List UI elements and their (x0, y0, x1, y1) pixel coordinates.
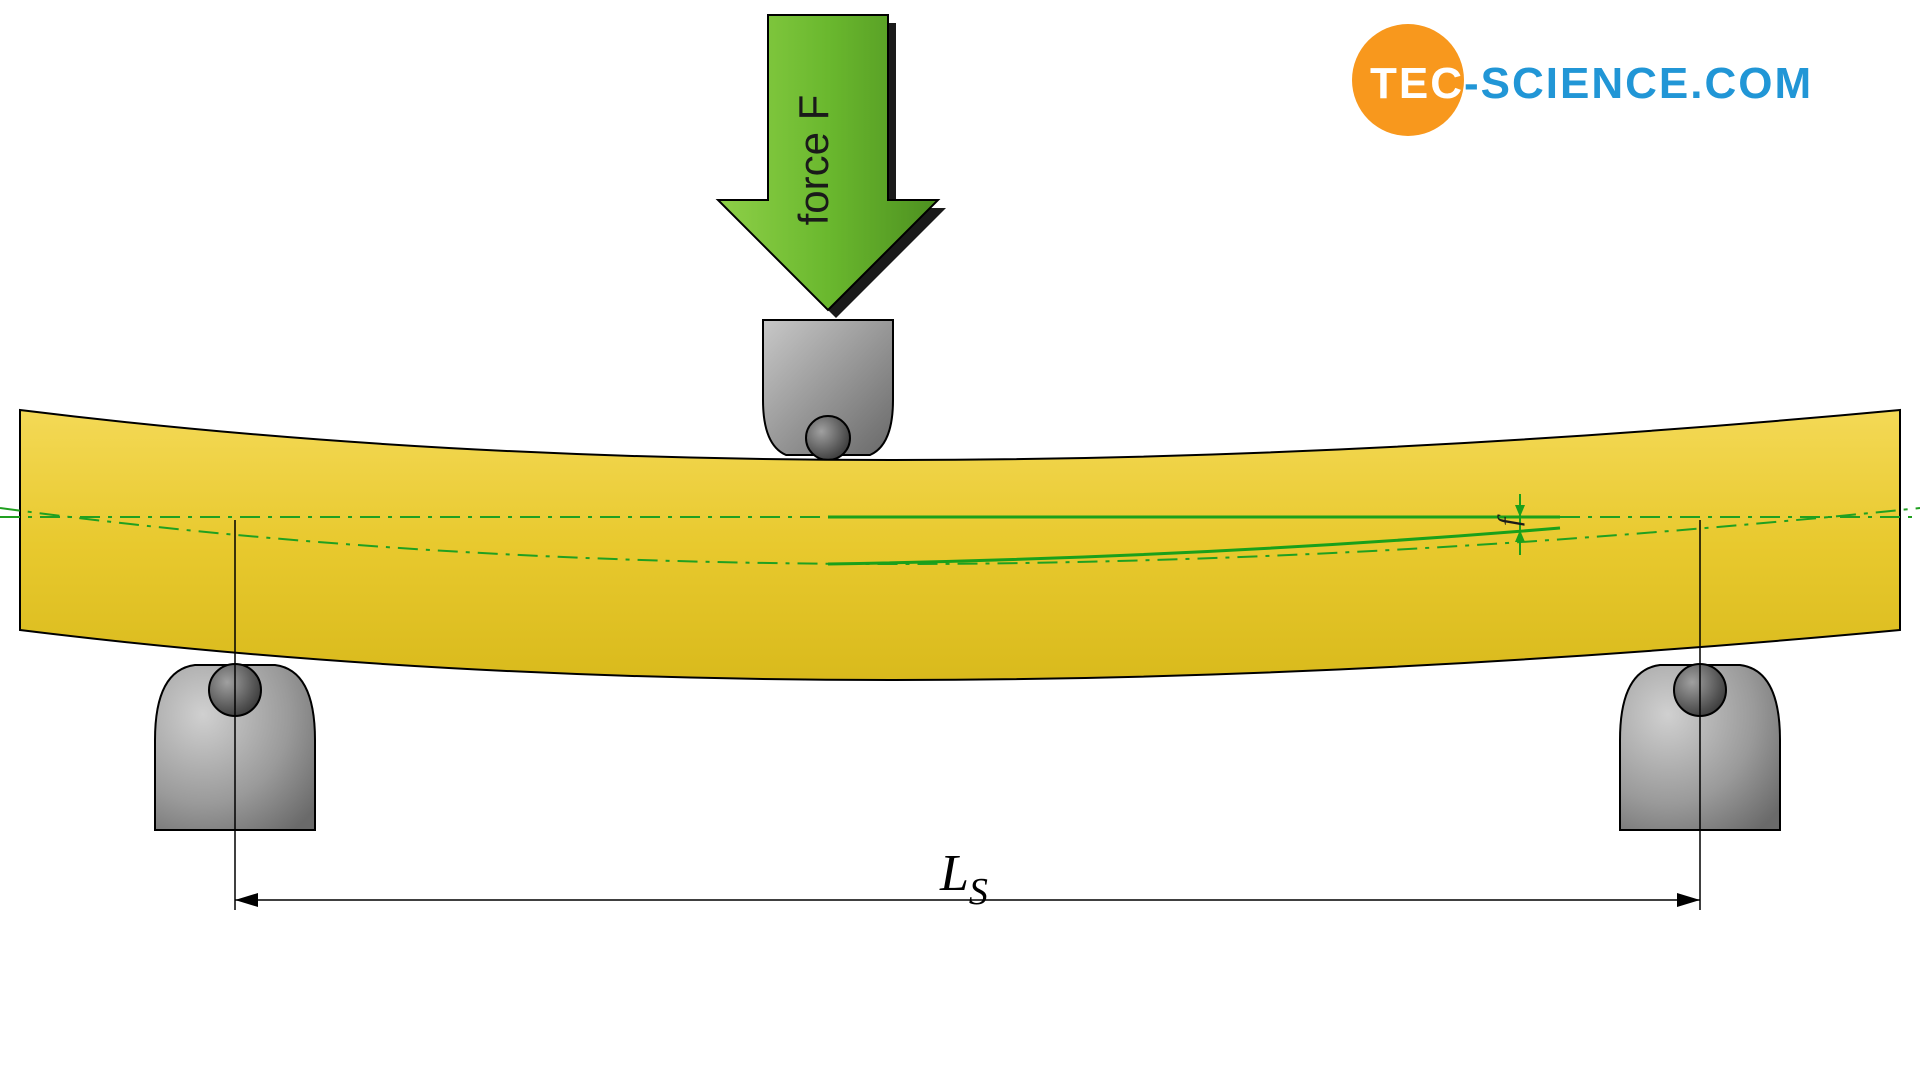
logo-science: -SCIENCE (1464, 59, 1690, 108)
logo-tec: TEC (1370, 59, 1464, 108)
loading-pin (763, 320, 893, 460)
logo: TEC-SCIENCE.COM (1352, 24, 1813, 136)
span-label: L (939, 845, 969, 902)
svg-text:LS: LS (939, 845, 988, 913)
force-arrow: force F (718, 15, 938, 310)
svg-text:TEC-SCIENCE.COM: TEC-SCIENCE.COM (1370, 59, 1813, 108)
span-subscript: S (969, 871, 988, 913)
force-label: force F (790, 95, 837, 226)
logo-com: .COM (1690, 59, 1813, 108)
beam (20, 410, 1900, 680)
bending-test-diagram: force F f (0, 0, 1920, 1080)
